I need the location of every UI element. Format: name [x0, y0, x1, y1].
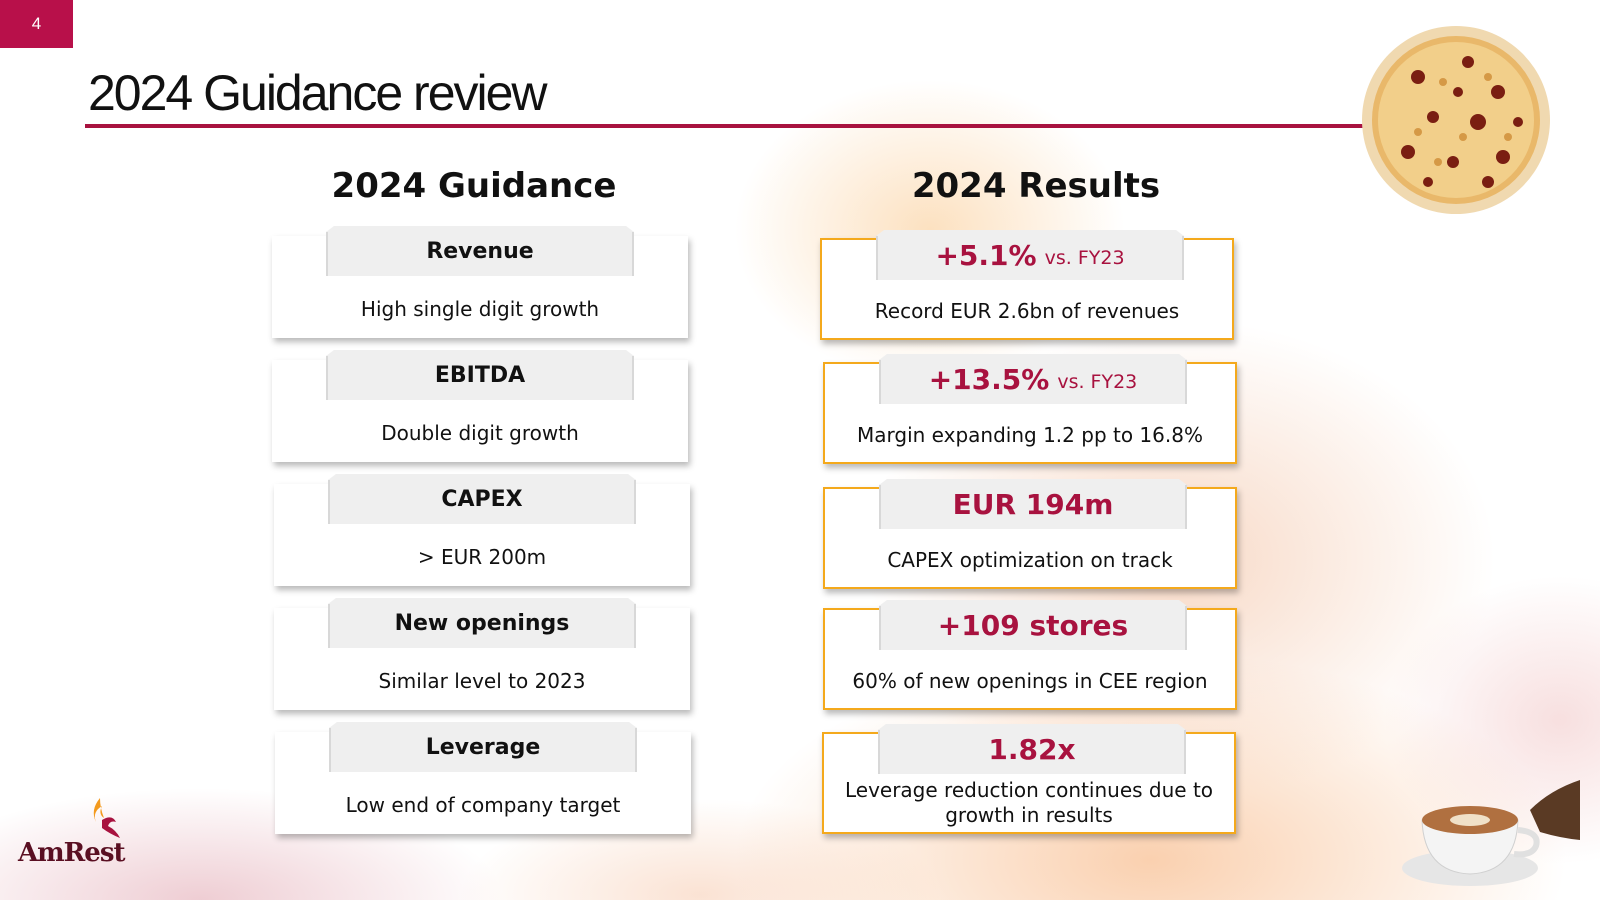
- results-card-text: Record EUR 2.6bn of revenues: [874, 298, 1180, 323]
- results-card-ebitda: +13.5% vs. FY23 Margin expanding 1.2 pp t…: [823, 362, 1237, 464]
- results-suffix: vs. FY23: [1057, 371, 1138, 393]
- results-card-new-openings: +109 stores 60% of new openings in CEE r…: [823, 608, 1237, 710]
- results-card-leverage: 1.82x Leverage reduction continues due t…: [822, 732, 1236, 834]
- results-card-text: Leverage reduction continues due to grow…: [844, 778, 1214, 827]
- results-card-text: CAPEX optimization on track: [887, 547, 1173, 572]
- guidance-card-label: EBITDA: [326, 350, 634, 400]
- guidance-card-text: Double digit growth: [381, 420, 579, 445]
- page-title: 2024 Guidance review: [88, 65, 548, 121]
- coffee-cup-image: [1402, 780, 1580, 886]
- guidance-card-label: CAPEX: [328, 474, 636, 524]
- guidance-card-text: > EUR 200m: [417, 544, 547, 569]
- results-card-revenue: +5.1% vs. FY23 Record EUR 2.6bn of revenu…: [820, 238, 1234, 340]
- results-card-capex: EUR 194m CAPEX optimization on track: [823, 487, 1237, 589]
- results-card-value: +13.5% vs. FY23: [879, 354, 1187, 404]
- guidance-card-new-openings: New openings Similar level to 2023: [274, 608, 690, 710]
- page-number-badge: 4: [0, 0, 73, 48]
- guidance-card-capex: CAPEX > EUR 200m: [274, 484, 690, 586]
- guidance-card-text: Low end of company target: [345, 792, 621, 817]
- guidance-card-label: Leverage: [329, 722, 637, 772]
- guidance-card-text: High single digit growth: [360, 296, 600, 321]
- guidance-card-label: New openings: [328, 598, 636, 648]
- results-card-value: +5.1% vs. FY23: [876, 230, 1184, 280]
- guidance-card-leverage: Leverage Low end of company target: [275, 732, 691, 834]
- guidance-card-label: Revenue: [326, 226, 634, 276]
- results-card-value: EUR 194m: [879, 479, 1187, 529]
- results-value: +109 stores: [937, 608, 1129, 642]
- amrest-logo: AmRest: [18, 796, 138, 868]
- results-suffix: vs. FY23: [1044, 247, 1125, 269]
- results-card-text: 60% of new openings in CEE region: [852, 668, 1208, 693]
- pizza-image: [1362, 26, 1550, 214]
- results-card-value: 1.82x: [878, 724, 1186, 774]
- results-card-text: Margin expanding 1.2 pp to 16.8%: [857, 422, 1203, 447]
- results-value: EUR 194m: [952, 487, 1114, 521]
- guidance-heading: 2024 Guidance: [331, 166, 617, 206]
- logo-text: AmRest: [18, 838, 125, 868]
- guidance-card-revenue: Revenue High single digit growth: [272, 236, 688, 338]
- results-value: 1.82x: [988, 732, 1076, 766]
- results-heading: 2024 Results: [911, 166, 1161, 206]
- guidance-card-ebitda: EBITDA Double digit growth: [272, 360, 688, 462]
- flame-icon: [93, 798, 120, 838]
- results-value: +5.1%: [935, 238, 1037, 272]
- results-card-value: +109 stores: [879, 600, 1187, 650]
- results-value: +13.5%: [928, 362, 1050, 396]
- title-divider: [85, 124, 1390, 128]
- guidance-card-text: Similar level to 2023: [378, 668, 586, 693]
